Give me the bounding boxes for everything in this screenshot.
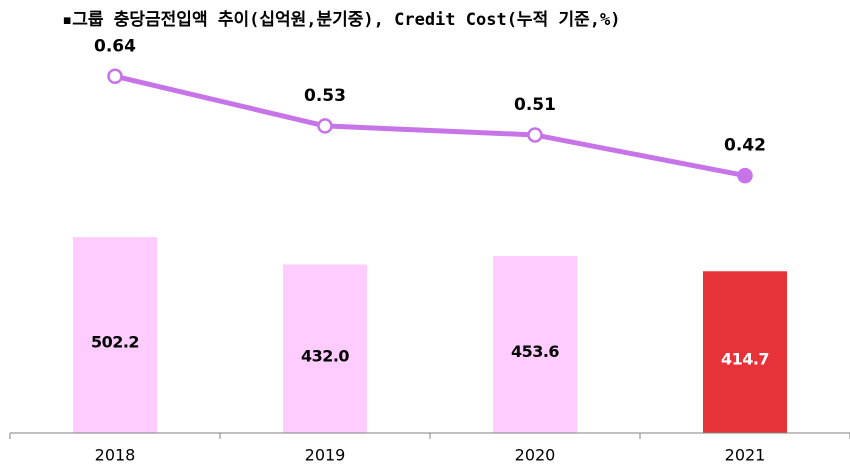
bar-value-label: 453.6 bbox=[511, 342, 559, 361]
bar bbox=[703, 271, 787, 433]
line-value-label: 0.42 bbox=[724, 136, 766, 156]
bar bbox=[493, 256, 577, 433]
line-value-label: 0.53 bbox=[304, 86, 346, 106]
x-tick-label: 2018 bbox=[95, 446, 136, 465]
bar-value-label: 432.0 bbox=[301, 346, 349, 365]
x-tick-label: 2020 bbox=[515, 446, 556, 465]
bar-value-label: 414.7 bbox=[721, 350, 769, 369]
line-marker bbox=[107, 68, 123, 85]
x-tick-label: 2021 bbox=[725, 446, 766, 465]
line-marker bbox=[737, 167, 753, 184]
line bbox=[114, 73, 746, 179]
line-value-label: 0.51 bbox=[514, 95, 556, 115]
line-marker bbox=[527, 127, 543, 143]
bar-value-label: 502.2 bbox=[91, 333, 139, 352]
chart-title: ▪그룹 충당금전입액 추이(십억원,분기중), Credit Cost(누적 기… bbox=[62, 10, 620, 30]
bar bbox=[73, 237, 157, 433]
bar bbox=[283, 264, 367, 433]
x-tick-label: 2019 bbox=[305, 446, 346, 465]
line-marker bbox=[317, 118, 333, 134]
line-value-label: 0.64 bbox=[94, 36, 136, 56]
